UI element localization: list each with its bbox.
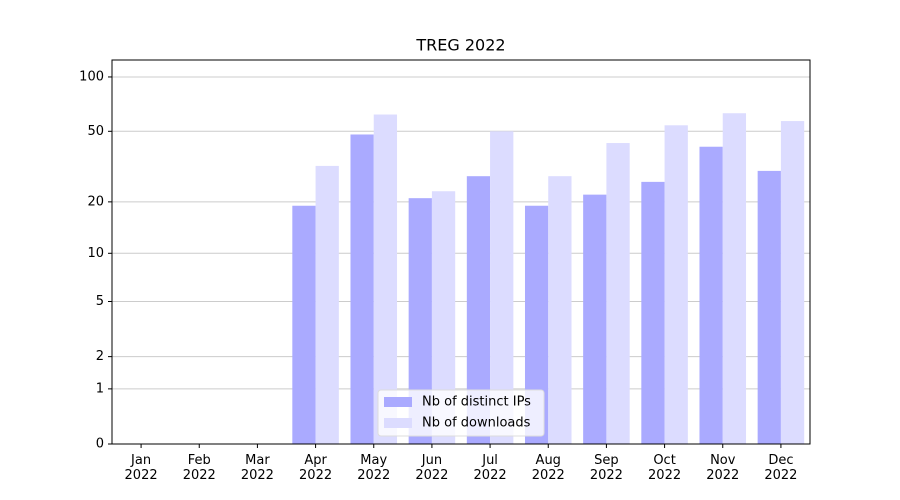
- bar: [292, 205, 316, 444]
- y-tick-label: 2: [96, 349, 104, 364]
- y-tick-label: 50: [87, 124, 104, 139]
- bar: [780, 121, 805, 444]
- bar: [548, 176, 572, 444]
- bar: [490, 131, 514, 445]
- y-tick-label: 100: [79, 69, 104, 84]
- legend-swatch: [384, 418, 412, 428]
- bar: [524, 205, 549, 444]
- bar: [641, 181, 665, 445]
- y-tick-label: 5: [96, 294, 104, 309]
- chart-title: TREG 2022: [415, 36, 505, 55]
- x-tick-label: Feb 2022: [182, 453, 216, 483]
- x-tick-label: Jul 2022: [473, 453, 507, 483]
- legend-swatch: [384, 397, 412, 407]
- y-tick-label: 0: [96, 437, 104, 452]
- bar: [373, 114, 398, 444]
- x-tick-label: Nov 2022: [706, 453, 740, 483]
- y-tick-label: 1: [96, 381, 104, 396]
- x-tick-label: May 2022: [357, 453, 391, 483]
- plot-frame: [111, 59, 811, 445]
- bar: [350, 134, 374, 444]
- bar: [606, 143, 630, 444]
- bar: [466, 176, 491, 444]
- y-tick-label: 10: [87, 246, 104, 261]
- bar: [699, 146, 723, 445]
- x-tick-label: Aug 2022: [531, 453, 565, 483]
- x-tick-label: Jun 2022: [415, 453, 449, 483]
- bar: [583, 194, 607, 444]
- legend-label: Nb of downloads: [422, 416, 531, 431]
- bar: [664, 125, 688, 444]
- x-tick-label: Dec 2022: [764, 453, 798, 483]
- y-tick-label: 20: [87, 194, 104, 209]
- x-tick-label: Jan 2022: [124, 453, 158, 483]
- x-tick-label: Sep 2022: [589, 453, 623, 483]
- bar: [431, 191, 456, 444]
- bar: [315, 165, 339, 444]
- bar: [408, 198, 432, 444]
- bar: [722, 113, 747, 444]
- legend-box: [377, 389, 545, 437]
- x-tick-label: Oct 2022: [648, 453, 682, 483]
- legend-label: Nb of distinct IPs: [422, 395, 531, 410]
- x-tick-label: Apr 2022: [299, 453, 333, 483]
- x-tick-label: Mar 2022: [240, 453, 274, 483]
- bar: [757, 170, 781, 444]
